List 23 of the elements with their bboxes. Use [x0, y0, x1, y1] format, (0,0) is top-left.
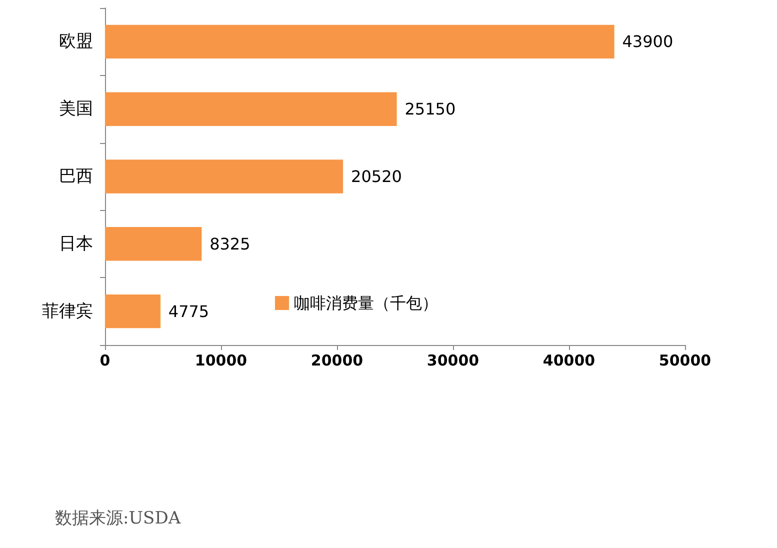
x-tick-label: 50000 [658, 352, 712, 370]
x-tick-label: 0 [100, 352, 110, 370]
bar [105, 294, 160, 328]
x-tick-label: 20000 [310, 352, 364, 370]
legend-label: 咖啡消费量（千包） [294, 294, 438, 312]
data-label: 43900 [622, 32, 674, 52]
source-note: 数据来源:USDA [55, 508, 182, 528]
x-tick-label: 30000 [426, 352, 480, 370]
data-label: 20520 [351, 167, 402, 186]
data-label: 4775 [168, 302, 210, 321]
x-tick-label: 10000 [194, 352, 248, 370]
data-label: 25150 [404, 100, 456, 119]
y-tick-label: 欧盟 [59, 32, 93, 52]
y-tick-label: 巴西 [59, 166, 93, 186]
bar [105, 227, 202, 261]
y-tick-label: 美国 [59, 99, 93, 120]
bar [105, 160, 344, 194]
bar [105, 24, 614, 59]
x-tick-label: 40000 [542, 352, 596, 370]
y-tick-label: 菲律宾 [42, 301, 93, 322]
y-tick-label: 日本 [59, 234, 93, 254]
bar [105, 92, 397, 126]
data-label: 8325 [210, 234, 250, 254]
